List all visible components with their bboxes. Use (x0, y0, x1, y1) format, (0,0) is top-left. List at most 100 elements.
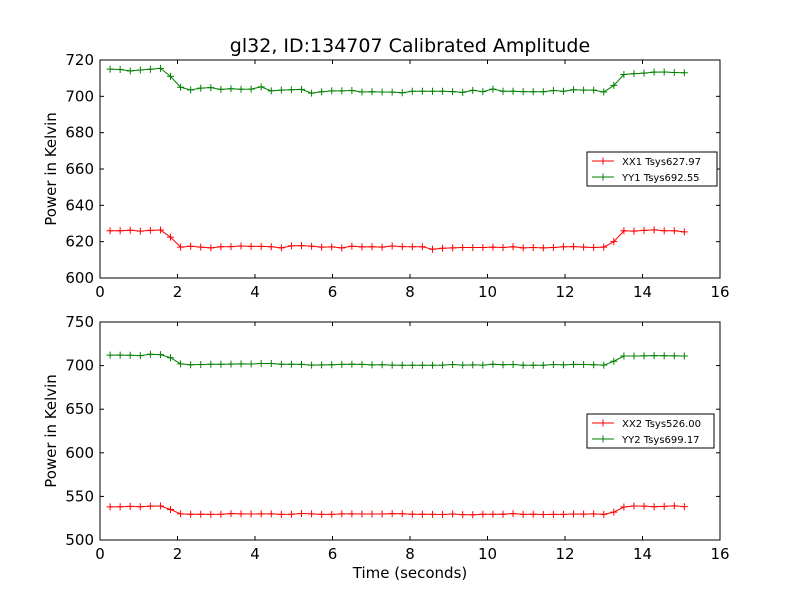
data-point (227, 85, 235, 93)
x-tick-label: 2 (173, 545, 183, 563)
series-line (110, 505, 685, 516)
data-point (277, 510, 285, 518)
data-point (378, 361, 386, 369)
data-point (247, 85, 255, 93)
data-point (539, 361, 547, 369)
data-point (298, 85, 305, 93)
data-point (146, 350, 154, 358)
data-point (116, 65, 124, 73)
data-point (257, 360, 265, 368)
data-point (459, 243, 467, 251)
x-tick-label: 2 (173, 283, 183, 301)
data-point (479, 88, 487, 96)
data-point (136, 352, 144, 360)
data-point (287, 510, 295, 518)
data-point (277, 244, 285, 252)
data-point (479, 510, 487, 518)
data-point (207, 244, 215, 252)
data-point (298, 509, 305, 517)
data-point (388, 242, 396, 250)
data-point (106, 65, 114, 73)
data-point (156, 351, 164, 359)
legend-marker (599, 419, 607, 427)
y-tick-label: 700 (65, 87, 94, 105)
y-axis-label: Power in Kelvin (42, 112, 60, 226)
data-point (650, 226, 658, 234)
data-point (308, 89, 316, 97)
series-2-2 (106, 350, 688, 369)
data-point (167, 233, 175, 241)
data-point (408, 361, 416, 369)
data-point (197, 361, 205, 369)
data-point (418, 361, 426, 369)
legend-marker (599, 435, 607, 443)
data-point (559, 361, 567, 369)
data-point (197, 243, 205, 251)
data-point (600, 88, 608, 96)
data-point (156, 64, 164, 72)
data-point (338, 87, 346, 95)
data-point (640, 502, 648, 510)
data-point (126, 502, 134, 510)
data-point (156, 226, 164, 234)
data-point (670, 69, 678, 77)
data-point (388, 88, 396, 96)
data-point (418, 510, 426, 518)
data-point (328, 510, 336, 518)
data-point (368, 510, 376, 518)
data-point (590, 361, 598, 369)
data-point (187, 510, 195, 518)
data-point (408, 87, 416, 95)
data-point (580, 243, 588, 251)
data-point (146, 502, 154, 510)
data-point (257, 83, 265, 91)
data-point (610, 81, 618, 89)
data-point (680, 352, 688, 360)
data-point (428, 510, 436, 518)
data-point (469, 243, 477, 251)
legend-marker (599, 173, 607, 181)
y-tick-label: 660 (65, 160, 94, 178)
data-point (398, 243, 406, 251)
data-point (630, 352, 638, 360)
y-axis-label: Power in Kelvin (42, 374, 60, 488)
data-point (197, 510, 205, 518)
data-point (580, 361, 588, 369)
data-point (610, 238, 618, 246)
x-tick-label: 8 (405, 283, 415, 301)
data-point (177, 510, 185, 518)
data-point (469, 86, 477, 94)
data-point (247, 242, 255, 250)
data-point (459, 511, 467, 519)
data-point (237, 360, 245, 368)
data-point (177, 83, 185, 91)
x-tick-label: 12 (555, 283, 574, 301)
data-point (197, 84, 205, 92)
data-point (257, 242, 265, 250)
data-point (237, 242, 245, 250)
data-point (106, 227, 114, 235)
data-point (116, 227, 124, 235)
data-point (237, 85, 245, 93)
data-point (318, 361, 326, 369)
data-point (449, 244, 457, 252)
data-point (428, 245, 436, 253)
x-tick-label: 6 (328, 283, 338, 301)
series-1-2 (106, 64, 688, 97)
data-point (630, 70, 638, 78)
data-point (559, 87, 567, 95)
data-point (348, 87, 356, 95)
data-point (348, 510, 356, 518)
data-point (368, 243, 376, 251)
data-point (308, 361, 316, 369)
data-point (358, 88, 366, 96)
data-point (368, 361, 376, 369)
data-point (620, 503, 628, 511)
data-point (177, 243, 185, 251)
data-point (650, 352, 658, 360)
data-point (459, 88, 467, 96)
data-point (670, 352, 678, 360)
data-point (318, 243, 326, 251)
data-point (499, 361, 507, 369)
